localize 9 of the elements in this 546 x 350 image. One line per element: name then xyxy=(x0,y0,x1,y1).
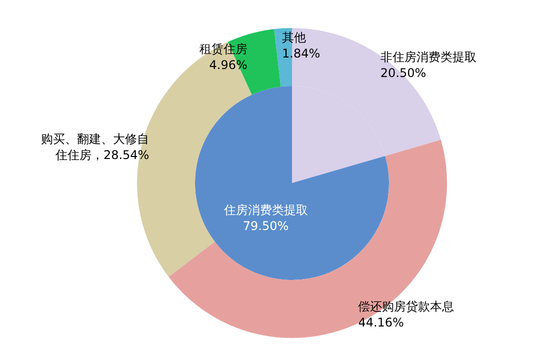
data-label: 1.84% xyxy=(282,46,320,60)
data-label: 20.50% xyxy=(380,66,426,80)
data-label: 79.50% xyxy=(242,218,289,233)
slice-label: 住房消费类提取 xyxy=(222,202,308,217)
data-label: 44.16% xyxy=(358,316,404,330)
slice-label: 购买、翻建、大修自住住房，28.54% xyxy=(41,132,150,162)
pie-slice xyxy=(195,86,389,280)
slice-label: 偿还购房贷款本息 xyxy=(358,300,454,314)
slice-label: 非住房消费类提取 xyxy=(380,50,476,64)
